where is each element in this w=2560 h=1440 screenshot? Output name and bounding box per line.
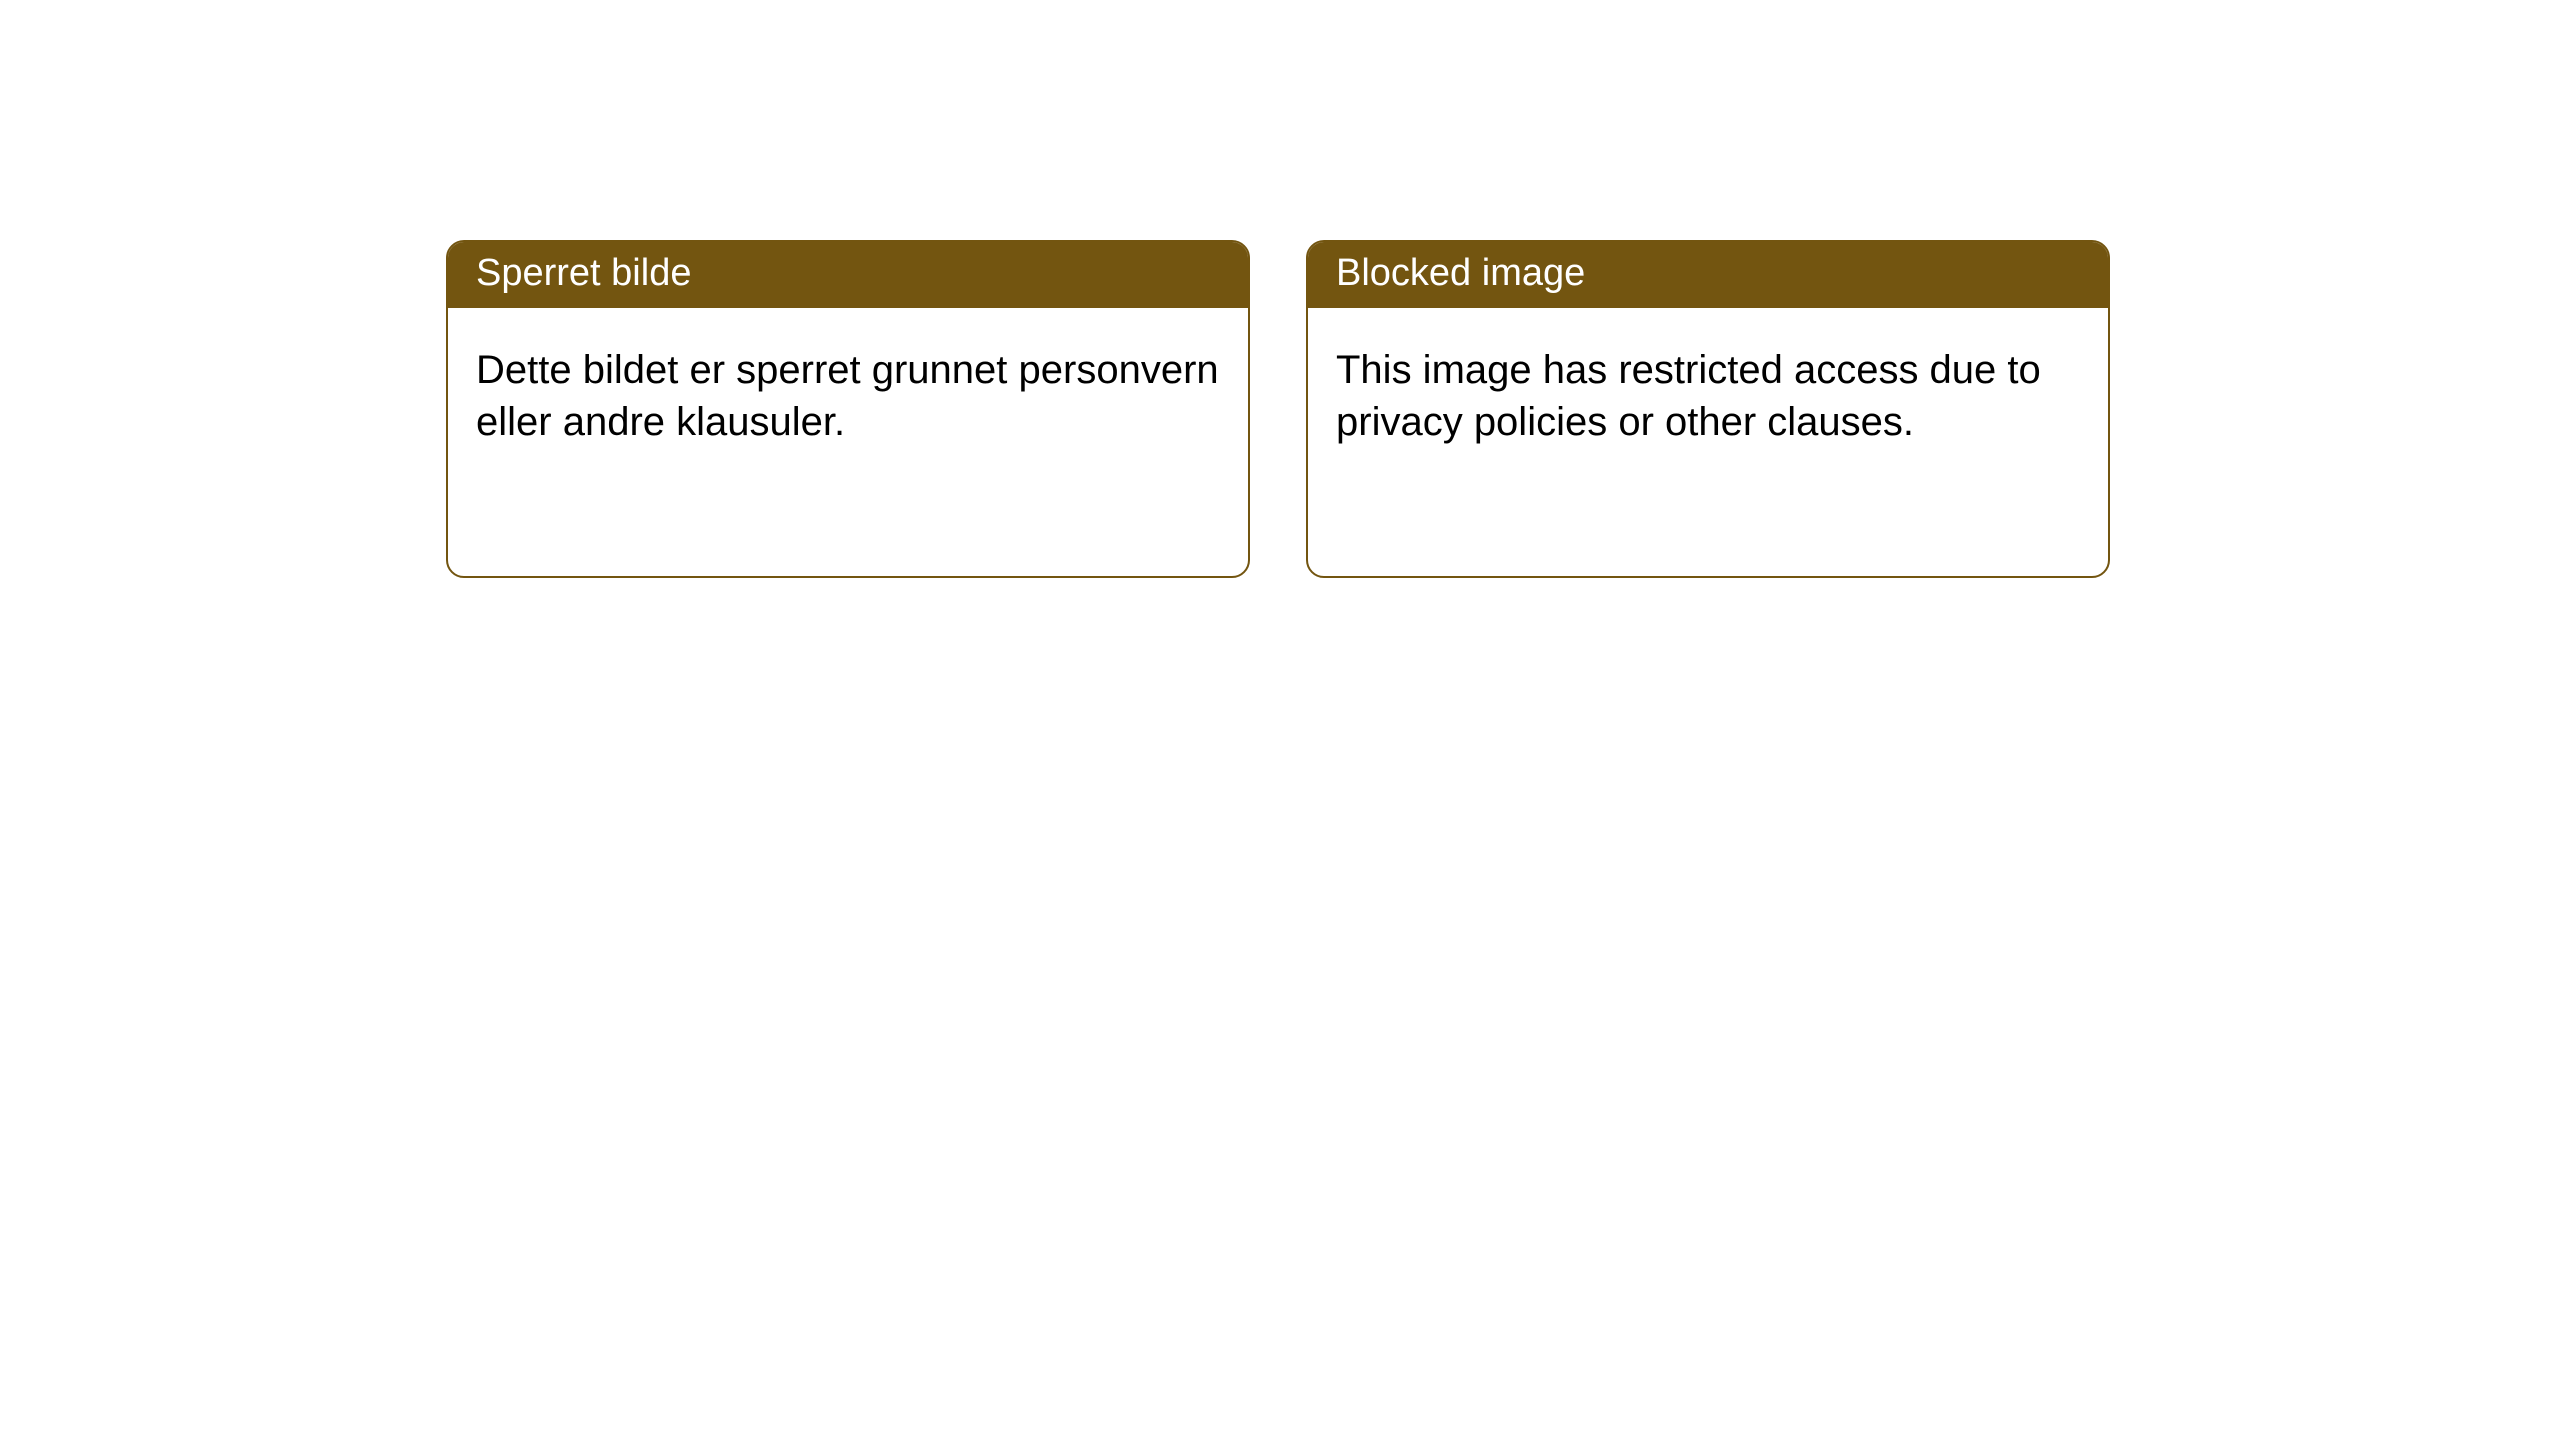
blocked-image-card-no: Sperret bilde Dette bildet er sperret gr…	[446, 240, 1250, 578]
card-header: Blocked image	[1308, 242, 2108, 308]
card-body: This image has restricted access due to …	[1308, 308, 2108, 478]
card-message: This image has restricted access due to …	[1336, 348, 2041, 445]
card-title: Sperret bilde	[476, 252, 691, 294]
notice-container: Sperret bilde Dette bildet er sperret gr…	[0, 0, 2560, 578]
card-body: Dette bildet er sperret grunnet personve…	[448, 308, 1248, 478]
blocked-image-card-en: Blocked image This image has restricted …	[1306, 240, 2110, 578]
card-title: Blocked image	[1336, 252, 1585, 294]
card-header: Sperret bilde	[448, 242, 1248, 308]
card-message: Dette bildet er sperret grunnet personve…	[476, 348, 1219, 445]
